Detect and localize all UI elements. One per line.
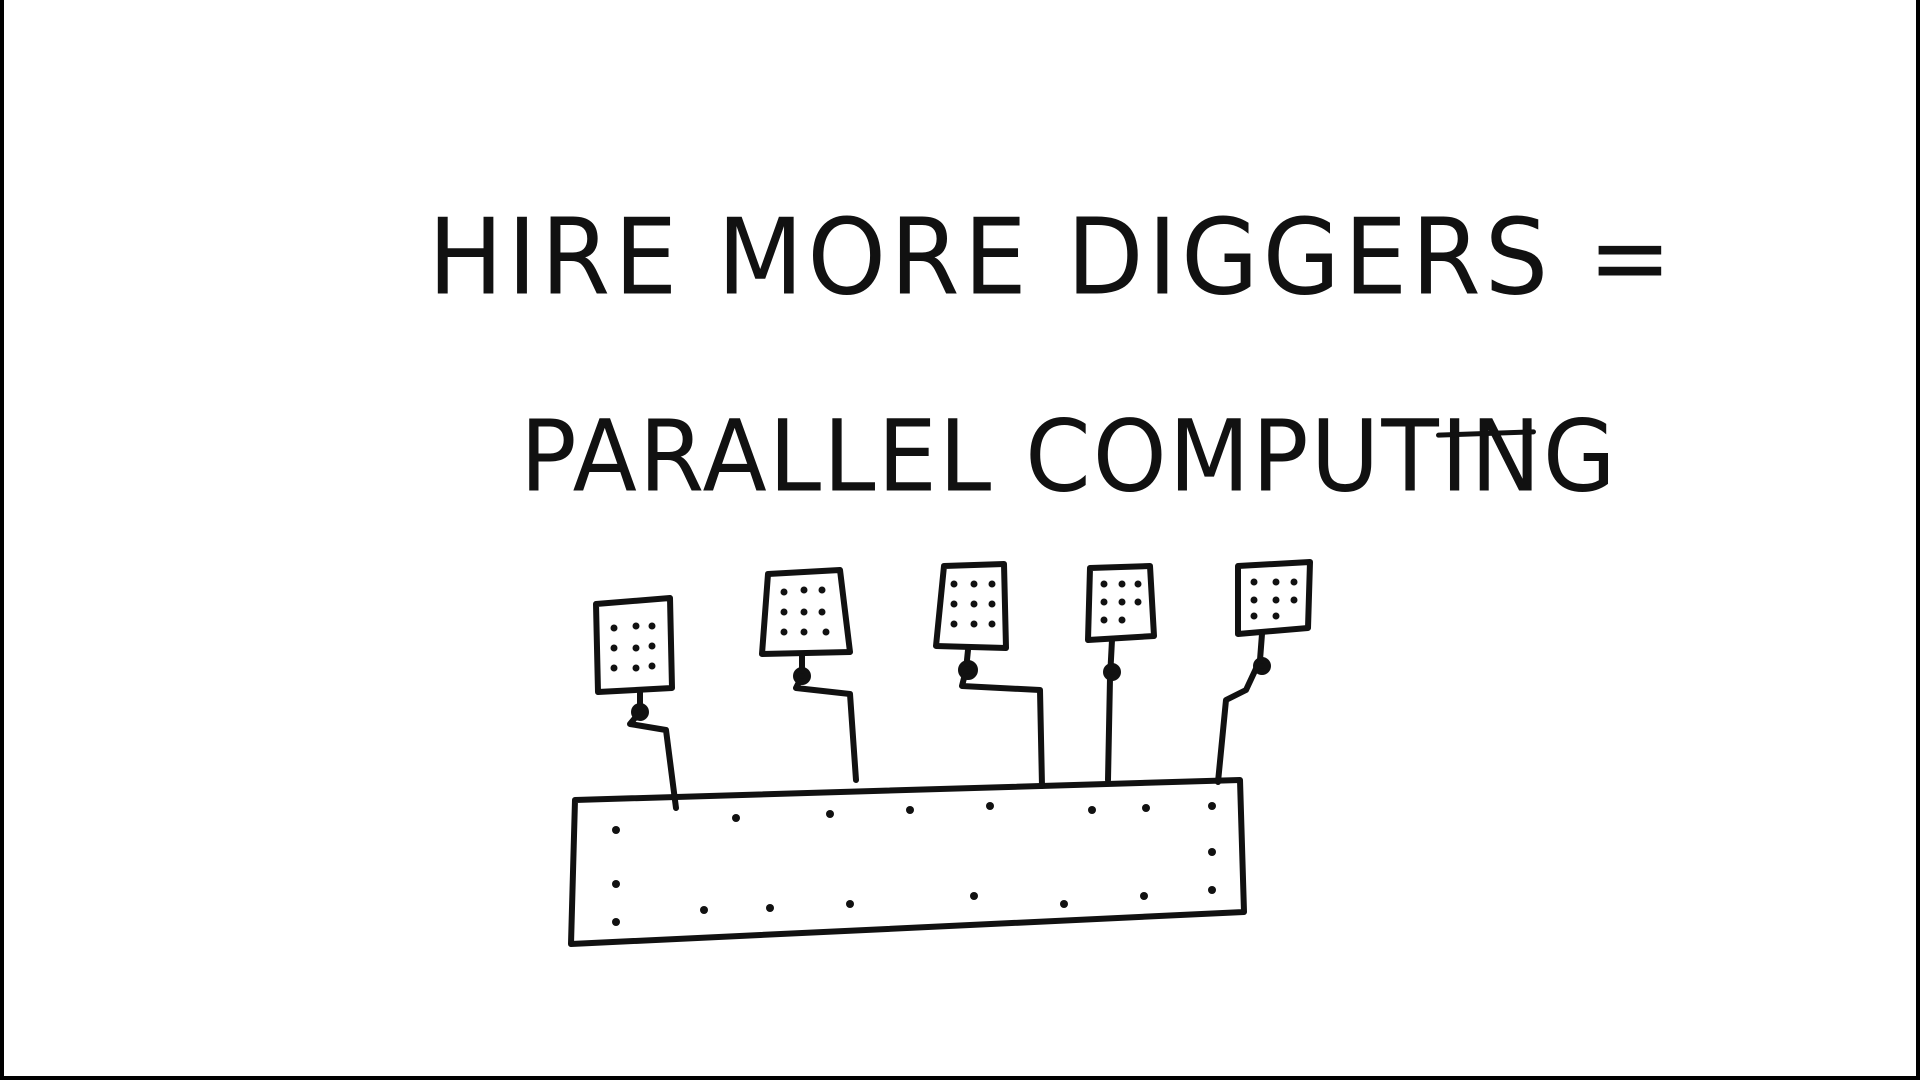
main-board-dots bbox=[612, 802, 1216, 926]
main-board bbox=[568, 777, 1247, 947]
title-line-hire-more-diggers: HIRE MORE DIGGERS = bbox=[428, 196, 1676, 319]
connector-wire-4 bbox=[1105, 637, 1115, 783]
title-line-parallel-computing: PARALLEL COMPUTING bbox=[520, 400, 1618, 515]
parallel-computing-diagram bbox=[568, 559, 1313, 947]
worker-card-2 bbox=[759, 567, 859, 783]
worker-card-5 bbox=[1215, 559, 1313, 785]
worker-card-1 bbox=[593, 595, 679, 811]
whiteboard-frame: HIRE MORE DIGGERS = PARALLEL COMPUTING bbox=[4, 0, 1916, 1076]
connector-wire-5 bbox=[1215, 631, 1265, 785]
worker-card-dots bbox=[610, 578, 1298, 672]
worker-card-3 bbox=[933, 561, 1045, 789]
worker-card-4 bbox=[1085, 563, 1157, 783]
